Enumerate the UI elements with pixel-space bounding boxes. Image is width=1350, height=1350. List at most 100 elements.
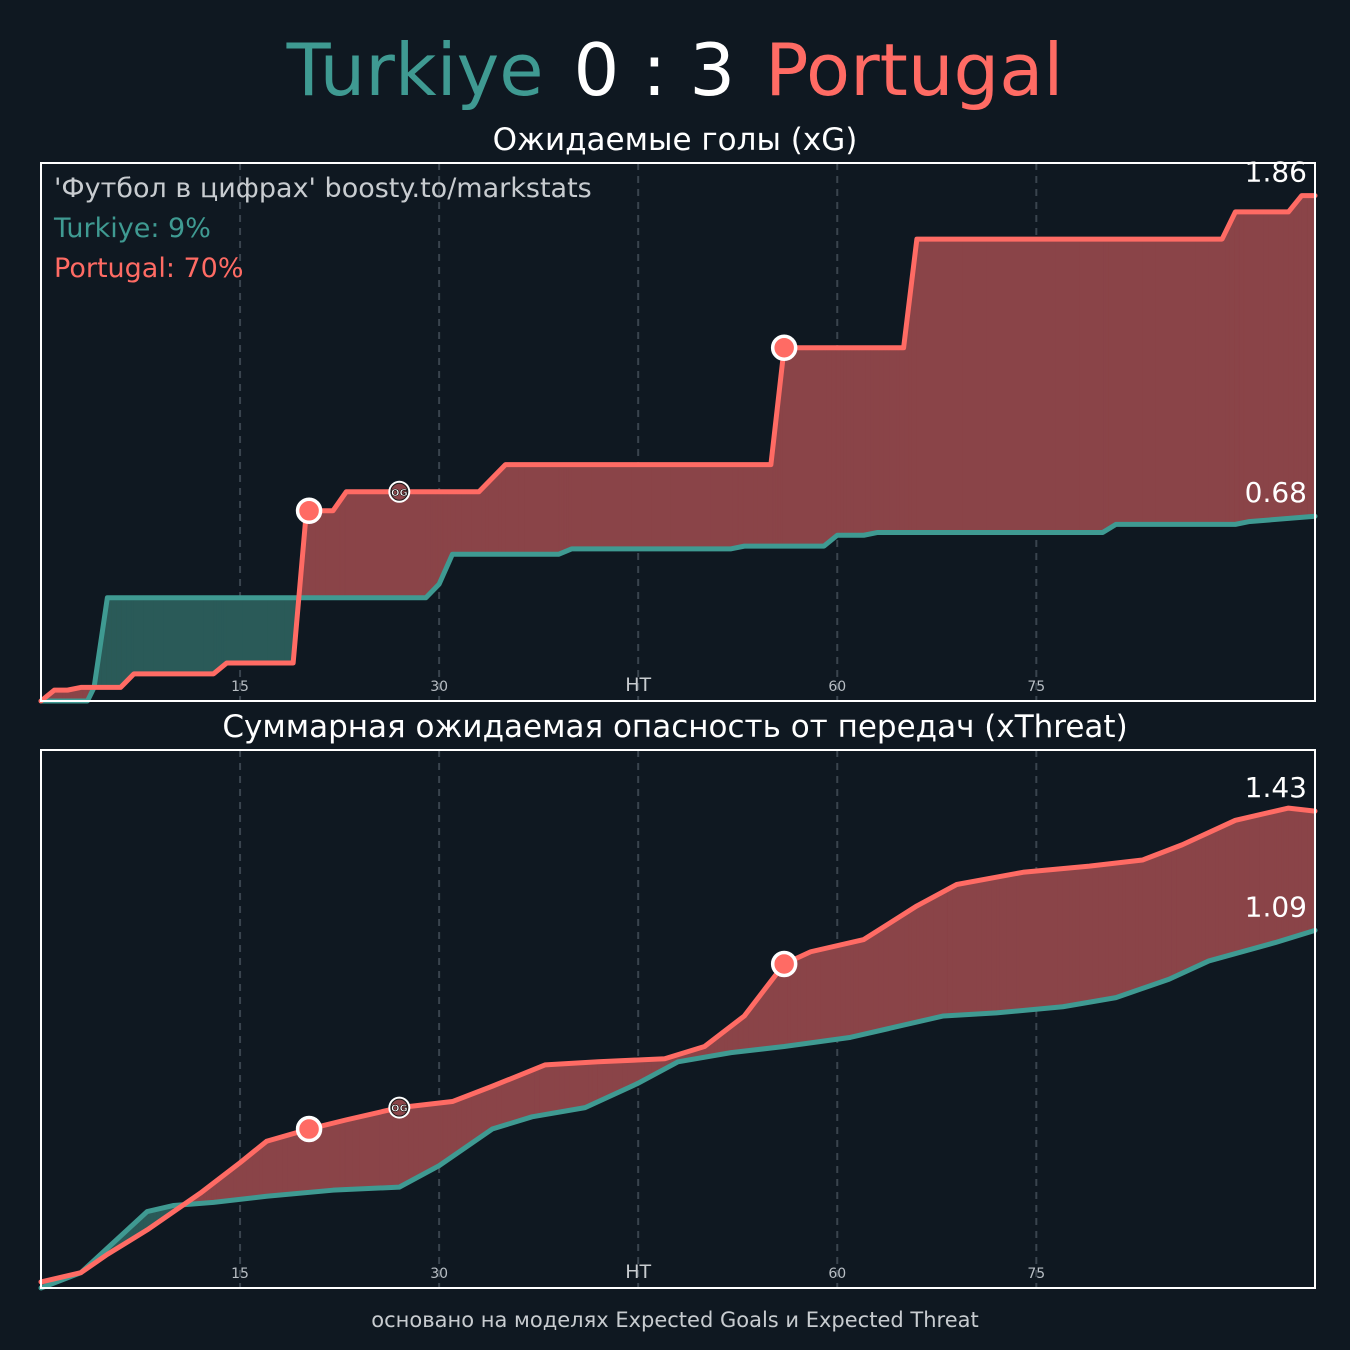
xg-fill-segment <box>325 510 331 599</box>
xg-fill-segment <box>395 491 407 599</box>
xt-fill-segment <box>1152 854 1157 986</box>
xt-fill-segment <box>999 875 1004 1014</box>
xt-fill-segment <box>768 975 775 1049</box>
xt-fill-segment <box>271 1137 278 1197</box>
xt-fill-segment <box>1142 858 1147 989</box>
xt-fill-segment <box>428 1103 435 1172</box>
xt-fill-segment <box>379 1110 387 1189</box>
xg-fill-segment <box>986 238 1011 533</box>
xg-fill-segment <box>893 347 898 533</box>
xg-fill-segment <box>813 347 820 547</box>
xg-fill-segment <box>750 464 755 547</box>
xt-fill-segment <box>345 1117 354 1190</box>
xt-fill-segment <box>1105 863 1110 1000</box>
xt-fill-segment <box>803 952 808 1045</box>
xt-fill-segment <box>1095 864 1100 1002</box>
xt-fill-segment <box>1231 819 1236 956</box>
xt-fill-segment <box>1191 838 1196 970</box>
xt-fill-segment <box>239 1159 244 1200</box>
xt-fill-segment <box>392 1107 400 1188</box>
xt-fill-segment <box>971 880 977 1015</box>
xg-tick-label: 30 <box>430 679 448 695</box>
xt-fill-segment <box>1009 873 1014 1013</box>
xg-fill-segment <box>485 480 490 555</box>
xt-fill-segment <box>996 876 1001 1014</box>
xt-fill-segment <box>1062 867 1067 1008</box>
xt-fill-segment <box>602 1060 609 1100</box>
xt-fill-segment <box>1112 862 1117 999</box>
xg-fill-segment <box>1168 238 1183 525</box>
xt-fill-segment <box>1155 853 1160 985</box>
match-header: Turkiye 0 : 3 Portugal <box>0 28 1350 112</box>
xg-fill-segment <box>234 597 244 664</box>
xt-fill-segment <box>1201 833 1206 965</box>
xt-fill-segment <box>501 1079 508 1127</box>
xt-fill-segment <box>883 923 890 1031</box>
xt-fill-segment <box>252 1148 258 1199</box>
xg-fill-segment <box>1248 211 1255 523</box>
xt-fill-segment <box>486 1085 493 1134</box>
xt-fill-segment <box>898 913 905 1027</box>
xt-fill-segment <box>1057 868 1064 1008</box>
xt-fill-segment <box>1239 817 1246 953</box>
xg-fill-segment <box>886 347 891 533</box>
xt-fill-segment <box>1215 827 1220 960</box>
xt-fill-segment <box>481 1087 488 1137</box>
xg-fill-segment <box>183 597 195 675</box>
xt-fill-segment <box>845 942 851 1039</box>
xt-fill-segment <box>976 879 982 1015</box>
xt-fill-segment <box>1075 866 1080 1005</box>
xg-goal-marker <box>770 334 798 362</box>
xg-fill-segment <box>899 347 905 533</box>
xg-fill-segment <box>571 464 593 550</box>
xt-fill-segment <box>236 1161 241 1201</box>
xg-fill-segment <box>818 347 825 547</box>
xt-fill-segment <box>868 932 875 1034</box>
xg-fill-segment <box>488 477 493 555</box>
xt-fill-segment <box>763 982 770 1050</box>
xt-fill-segment <box>806 951 812 1044</box>
xt-series-line-turkiye <box>38 927 1318 1291</box>
xt-fill-segment <box>408 1105 415 1183</box>
xt-fill-segment <box>1128 860 1133 994</box>
xg-fill-segment <box>451 491 457 555</box>
xt-fill-segment <box>266 1139 273 1197</box>
xg-fill-segment <box>876 347 881 533</box>
xt-fill-segment <box>1158 851 1163 984</box>
xt-fill-segment <box>1079 866 1084 1005</box>
xg-fill-segment <box>710 464 732 550</box>
xt-fill-segment <box>1228 821 1233 956</box>
xg-fill-segment <box>793 347 800 547</box>
xg-fill-segment <box>276 597 286 664</box>
xg-fill-segment <box>329 510 334 599</box>
xt-tick-label: 30 <box>430 1266 448 1282</box>
xt-fill-segment <box>1052 868 1059 1009</box>
xg-tick-label: HT <box>625 674 651 696</box>
xg-fill-segment <box>505 464 513 555</box>
xt-fill-segment <box>559 1063 566 1113</box>
xg-fill-segment <box>385 491 397 599</box>
xt-fill-segment <box>433 1102 440 1170</box>
xg-fill-segment <box>1079 238 1104 533</box>
xt-fill-segment <box>451 1099 458 1158</box>
xt-fill-segment <box>1225 822 1230 957</box>
xg-fill-segment <box>251 597 261 664</box>
xt-fill-segment <box>359 1114 367 1190</box>
xt-fill-segment <box>1085 865 1090 1004</box>
xt-fill-segment <box>569 1062 576 1111</box>
xg-fill-segment <box>345 491 357 599</box>
xt-fill-segment <box>323 1124 328 1192</box>
xg-fill-segment <box>531 464 540 555</box>
xt-plot-frame <box>40 749 1316 1289</box>
xt-fill-segment <box>326 1123 331 1192</box>
xt-fill-segment <box>496 1081 503 1129</box>
xt-fill-segment <box>1234 818 1241 955</box>
xg-fill-segment <box>846 347 851 536</box>
xg-chart: 15 30 HT 60 75 OG 1.86 0.68 <box>38 156 1318 704</box>
xt-fill-segment <box>1138 859 1143 991</box>
xt-fill-segment <box>797 955 802 1046</box>
xt-fill-segment <box>825 946 832 1042</box>
xt-fill-segment <box>276 1136 283 1196</box>
xg-fill-segment <box>538 464 546 555</box>
xt-fill-segment <box>1019 871 1024 1012</box>
